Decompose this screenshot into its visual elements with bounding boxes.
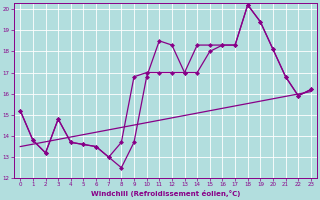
X-axis label: Windchill (Refroidissement éolien,°C): Windchill (Refroidissement éolien,°C) [91,190,240,197]
